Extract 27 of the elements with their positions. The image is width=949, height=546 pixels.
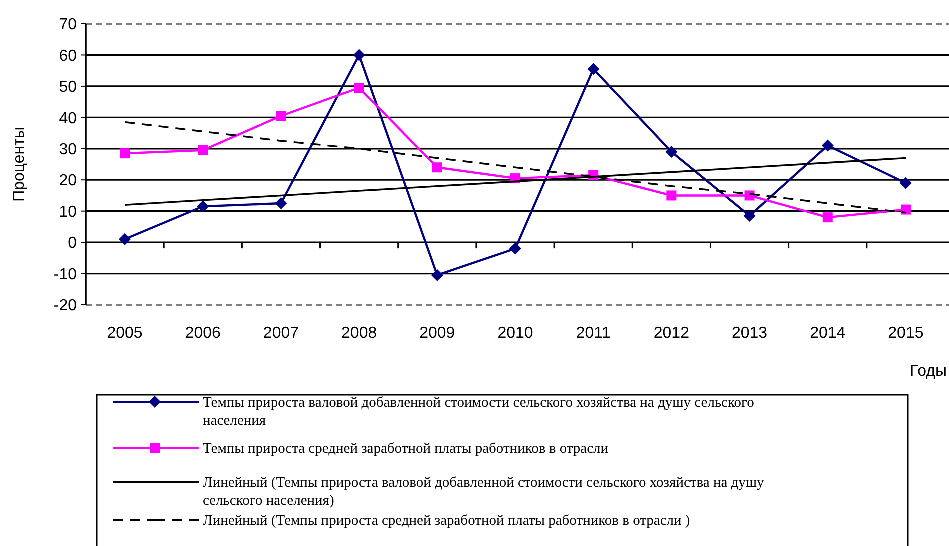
y-tick-label: -20 xyxy=(54,298,78,315)
legend-label: Темпы прироста валовой добавленной стоимости сельского хозяйства на душу сельского населения xyxy=(203,395,754,430)
x-axis-title: Годы xyxy=(910,363,947,380)
legend-label: Линейный (Темпы прироста средней заработной платы работников в отрасли ) xyxy=(203,513,690,530)
y-tick-label: 70 xyxy=(59,16,78,34)
x-tick-label: 2008 xyxy=(342,325,378,342)
legend-label: Линейный (Темпы прироста валовой добавленной стоимости сельского хозяйства на душу сельского населения) xyxy=(203,475,766,510)
y-tick-label: 40 xyxy=(59,110,78,128)
x-tick-label: 2007 xyxy=(263,325,300,342)
x-tick-label: 2012 xyxy=(654,325,690,342)
x-tick-label: 2006 xyxy=(185,325,222,342)
x-tick-label: 2010 xyxy=(498,325,534,342)
y-tick-label: 10 xyxy=(59,204,78,221)
x-tick-label: 2014 xyxy=(810,325,846,342)
y-axis-title: Проценты xyxy=(11,127,28,202)
x-tick-label: 2005 xyxy=(107,325,143,342)
y-tick-label: 0 xyxy=(68,235,78,252)
y-tick-label: 20 xyxy=(59,172,78,190)
y-tick-label: -10 xyxy=(54,266,78,284)
x-tick-label: 2009 xyxy=(420,325,456,342)
x-tick-label: 2013 xyxy=(732,325,768,342)
y-tick-label: 60 xyxy=(59,48,78,65)
legend-label: Темпы прироста средней заработной платы работников в отрасли xyxy=(203,441,609,458)
x-tick-label: 2015 xyxy=(888,325,924,342)
x-tick-label: 2011 xyxy=(576,325,611,342)
y-tick-label: 30 xyxy=(59,141,78,158)
y-tick-label: 50 xyxy=(59,79,78,96)
